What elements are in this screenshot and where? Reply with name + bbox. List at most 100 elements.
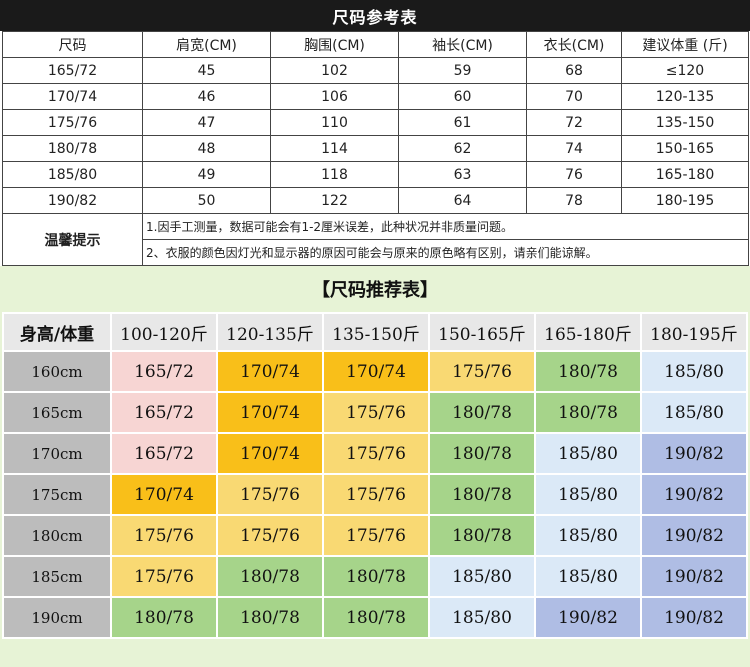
cell-weight: ≤120	[621, 57, 749, 84]
recommended-size-cell: 190/82	[534, 596, 642, 639]
reference-row: 170/74 46 106 60 70 120-135	[2, 83, 749, 110]
weight-header: 150-165斤	[428, 312, 536, 352]
col-header-chest: 胸围(CM)	[270, 31, 399, 58]
weight-header: 180-195斤	[640, 312, 748, 352]
cell-shoulder: 49	[142, 161, 271, 188]
cell-weight: 165-180	[621, 161, 749, 188]
recommended-size-cell: 175/76	[322, 473, 430, 516]
recommended-size-cell: 170/74	[216, 350, 324, 393]
cell-shoulder: 50	[142, 187, 271, 214]
reference-row: 180/78 48 114 62 74 150-165	[2, 135, 749, 162]
recommended-size-cell: 180/78	[534, 350, 642, 393]
recommended-size-cell: 185/80	[534, 514, 642, 557]
col-header-sleeve: 袖长(CM)	[398, 31, 527, 58]
height-row: 190cm 180/78 180/78 180/78 185/80 190/82 190/8…	[2, 596, 748, 639]
recommended-size-cell: 185/80	[534, 432, 642, 475]
cell-size: 180/78	[2, 135, 143, 162]
recommended-size-cell: 175/76	[322, 432, 430, 475]
recommended-size-cell: 165/72	[110, 391, 218, 434]
size-reference-table: 尺码 肩宽(CM) 胸围(CM) 袖长(CM) 衣长(CM) 建议体重 (斤) …	[2, 31, 749, 266]
recommended-size-cell: 180/78	[216, 555, 324, 598]
recommendation-title: 【尺码推荐表】	[312, 280, 438, 301]
recommended-size-cell: 165/72	[110, 432, 218, 475]
recommended-size-cell: 180/78	[534, 391, 642, 434]
cell-chest: 102	[270, 57, 399, 84]
reference-body: 165/72 45 102 59 68 ≤120 170/74 46 106 60 70 120-13…	[2, 57, 749, 266]
cell-size: 175/76	[2, 109, 143, 136]
recommended-size-cell: 175/76	[216, 514, 324, 557]
recommended-size-cell: 185/80	[640, 350, 748, 393]
height-row: 180cm 175/76 175/76 175/76 180/78 185/80 190/8…	[2, 514, 748, 557]
recommended-size-cell: 190/82	[640, 596, 748, 639]
col-header-size: 尺码	[2, 31, 143, 58]
recommended-size-cell: 180/78	[322, 596, 430, 639]
weight-header-row: 身高/体重 100-120斤 120-135斤 135-150斤 150-165斤 16…	[2, 312, 748, 352]
cell-chest: 114	[270, 135, 399, 162]
cell-weight: 120-135	[621, 83, 749, 110]
reference-header-row: 尺码 肩宽(CM) 胸围(CM) 袖长(CM) 衣长(CM) 建议体重 (斤)	[2, 31, 749, 58]
reference-row: 185/80 49 118 63 76 165-180	[2, 161, 749, 188]
recommended-size-cell: 175/76	[428, 350, 536, 393]
cell-sleeve: 59	[398, 57, 527, 84]
recommended-size-cell: 175/76	[216, 473, 324, 516]
weight-header: 100-120斤	[110, 312, 218, 352]
height-label: 185cm	[2, 555, 112, 598]
recommended-size-cell: 170/74	[110, 473, 218, 516]
reference-title: 尺码参考表	[0, 0, 750, 31]
cell-size: 185/80	[2, 161, 143, 188]
col-header-length: 衣长(CM)	[526, 31, 622, 58]
cell-shoulder: 45	[142, 57, 271, 84]
reference-row: 175/76 47 110 61 72 135-150	[2, 109, 749, 136]
height-row: 165cm 165/72 170/74 175/76 180/78 180/78 185/8…	[2, 391, 748, 434]
recommended-size-cell: 180/78	[428, 473, 536, 516]
height-label: 180cm	[2, 514, 112, 557]
recommended-size-cell: 185/80	[640, 391, 748, 434]
recommended-size-cell: 175/76	[322, 514, 430, 557]
reference-row: 190/82 50 122 64 78 180-195	[2, 187, 749, 214]
cell-length: 74	[526, 135, 622, 162]
recommendation-body: 160cm 165/72 170/74 170/74 175/76 180/78 185/8…	[2, 350, 748, 639]
cell-shoulder: 46	[142, 83, 271, 110]
tips-row: 2、衣服的颜色因灯光和显示器的原因可能会与原来的原色略有区别，请亲们能谅解。	[3, 239, 749, 266]
cell-weight: 150-165	[621, 135, 749, 162]
recommended-size-cell: 170/74	[322, 350, 430, 393]
col-header-weight: 建议体重 (斤)	[621, 31, 749, 58]
recommended-size-cell: 180/78	[428, 391, 536, 434]
size-reference-section: 尺码参考表 尺码 肩宽(CM) 胸围(CM) 袖长(CM) 衣长(CM) 建议体…	[0, 0, 750, 266]
cell-length: 78	[526, 187, 622, 214]
recommended-size-cell: 180/78	[322, 555, 430, 598]
recommended-size-cell: 180/78	[216, 596, 324, 639]
cell-sleeve: 63	[398, 161, 527, 188]
recommended-size-cell: 190/82	[640, 473, 748, 516]
height-label: 170cm	[2, 432, 112, 475]
cell-chest: 106	[270, 83, 399, 110]
height-label: 190cm	[2, 596, 112, 639]
recommended-size-cell: 170/74	[216, 432, 324, 475]
recommended-size-cell: 185/80	[534, 473, 642, 516]
cell-size: 190/82	[2, 187, 143, 214]
cell-size: 165/72	[2, 57, 143, 84]
recommended-size-cell: 175/76	[110, 514, 218, 557]
cell-weight: 180-195	[621, 187, 749, 214]
recommended-size-cell: 185/80	[428, 555, 536, 598]
cell-length: 72	[526, 109, 622, 136]
height-row: 175cm 170/74 175/76 175/76 180/78 185/80 190/8…	[2, 473, 748, 516]
cell-sleeve: 61	[398, 109, 527, 136]
size-recommendation-table: 身高/体重 100-120斤 120-135斤 135-150斤 150-165斤 16…	[2, 312, 748, 639]
recommended-size-cell: 165/72	[110, 350, 218, 393]
recommended-size-cell: 190/82	[640, 514, 748, 557]
recommended-size-cell: 180/78	[110, 596, 218, 639]
cell-chest: 122	[270, 187, 399, 214]
recommended-size-cell: 185/80	[534, 555, 642, 598]
cell-sleeve: 64	[398, 187, 527, 214]
recommended-size-cell: 170/74	[216, 391, 324, 434]
cell-sleeve: 60	[398, 83, 527, 110]
cell-length: 76	[526, 161, 622, 188]
cell-shoulder: 48	[142, 135, 271, 162]
height-label: 160cm	[2, 350, 112, 393]
cell-length: 68	[526, 57, 622, 84]
cell-size: 170/74	[2, 83, 143, 110]
cell-sleeve: 62	[398, 135, 527, 162]
tips-label: 温馨提示	[2, 213, 143, 266]
